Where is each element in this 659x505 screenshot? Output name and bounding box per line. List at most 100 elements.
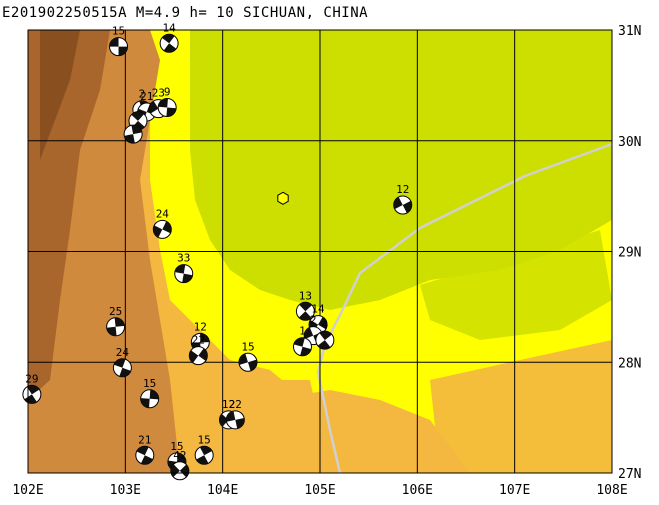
mechanism-depth-label: 4 [322,318,329,331]
mechanism-depth-label: 12 [396,183,409,196]
x-tick-label: 102E [12,483,43,498]
mechanism-quadrant [109,37,119,47]
mechanism-quadrant [235,417,245,429]
mechanism-quadrant [293,337,305,347]
mechanism-quadrant [163,43,177,53]
mechanism-depth-label: 29 [25,372,38,385]
mechanism-depth-label: 22 [192,334,205,347]
mechanism-depth-label: 15 [198,433,211,446]
mechanism-quadrant [238,353,248,365]
mechanism-quadrant [182,273,193,283]
focal-mechanism: 22 [188,334,208,366]
x-tick-label: 105E [304,483,335,498]
focal-mechanism: 42 [170,449,190,481]
mechanism-quadrant [119,367,131,377]
focal-mechanism: 12 [393,183,413,215]
x-tick-label: 103E [110,483,141,498]
mechanism-depth-label: 2 [139,88,146,101]
mechanism-depth-label: 1 [299,325,306,338]
mechanism-depth-label: 42 [173,449,186,462]
focal-mechanism: 15 [238,340,258,372]
mechanism-quadrant [149,101,159,114]
tick-labels: 102E 103E 104E 105E 106E 107E 108E 31N 30N 29N 28N… [12,24,641,498]
map-frame [27,29,613,474]
mechanism-quadrant [226,411,236,422]
mechanism-quadrant [26,385,40,395]
x-tick-label: 106E [402,483,433,498]
mechanism-quadrant [304,327,314,340]
y-tick-label: 31N [618,24,641,39]
mechanism-quadrant [179,464,189,478]
mechanism-quadrant [113,358,126,368]
mechanism-quadrant [247,359,257,371]
focal-mechanism [123,124,143,144]
mechanism-depth-label: 23 [152,87,165,100]
mechanism-quadrant [199,446,213,456]
focal-mechanism: 14 [159,21,179,53]
mechanism-depth-label: 22 [229,398,242,411]
focal-mechanism: 13 [295,289,315,321]
y-tick-label: 28N [618,356,641,371]
focal-mechanism: 15 [194,433,214,465]
mechanism-depth-label: 21 [138,433,151,446]
terrain-high-peaks [40,30,80,160]
mechanism-quadrant [24,394,37,404]
x-tick-label: 108E [596,483,627,498]
mechanism-depth-label: 14 [163,21,177,34]
mechanism-quadrant [318,316,328,330]
mechanism-quadrant [219,413,229,427]
mechanism-depth-label: 9 [164,86,171,99]
mechanism-depth-label: 12 [194,320,207,333]
terrain-lowland-east [420,230,612,340]
epicenter-layer [277,191,289,205]
mechanism-quadrant [153,225,163,238]
mechanism-depth-label: 33 [177,252,190,265]
mechanism-quadrant [149,389,159,400]
terrain-hills-southeast [430,340,612,473]
mechanism-quadrant [299,302,312,312]
mechanism-depth-label: 15 [143,377,156,390]
mechanism-quadrant [131,125,142,135]
mechanism-depth-label: 24 [116,346,130,359]
mechanism-quadrant [402,200,412,214]
mechanism-quadrant [174,264,186,274]
focal-mechanism: 1 [292,325,312,357]
focal-mechanism: 9 [157,86,177,118]
mechanism-quadrant [298,311,312,321]
focal-mechanism: 24 [152,207,172,239]
y-tick-label: 27N [618,467,641,482]
mechanism-depth-label: 15 [241,340,254,353]
mechanism-quadrant [196,455,209,465]
y-tick-label: 30N [618,135,641,150]
mechanism-quadrant [200,333,210,343]
mechanism-quadrant [158,98,168,108]
mechanism-quadrant [198,348,208,361]
mechanism-depth-label: 24 [156,207,170,220]
graticule [28,30,612,473]
terrain-lowland [190,30,612,310]
focal-mechanism: 15 [109,25,129,57]
y-tick-label: 29N [618,246,641,261]
mechanism-depth-label: 21 [140,90,153,103]
mechanism-quadrant [118,46,128,56]
mechanism-quadrant [162,221,172,234]
focal-mechanism: 22 [225,398,245,430]
mechanism-quadrant [140,398,150,408]
mechanism-quadrant [189,350,199,363]
focal-mechanism: 4 [315,318,335,350]
mechanism-depth-label: 12 [222,398,235,411]
mechanism-depth-label: 25 [109,305,122,318]
focal-mechanism: 21 [135,433,155,465]
mechanism-quadrant [176,453,186,464]
mechanism-quadrant [131,111,145,121]
x-tick-label: 107E [499,483,530,498]
mechanism-depth-label: 15 [170,440,183,453]
mechanism-quadrant [114,317,125,327]
mechanism-depth-label: 15 [112,25,125,38]
mechanism-quadrant [319,331,332,341]
mechanism-depth-label: 13 [299,289,312,302]
focal-mechanism: 24 [112,346,132,378]
mechanism-quadrant [136,446,149,456]
